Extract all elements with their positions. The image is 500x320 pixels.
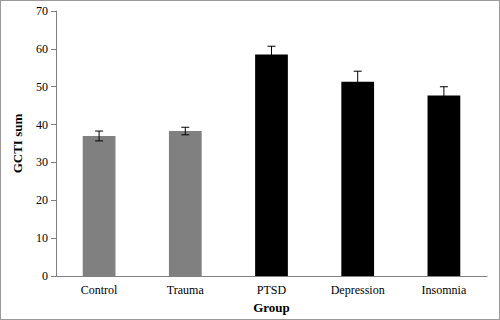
svg-text:Group: Group: [253, 300, 290, 315]
svg-text:GCTI sum: GCTI sum: [10, 114, 25, 174]
svg-text:40: 40: [36, 118, 48, 132]
svg-text:50: 50: [36, 80, 48, 94]
svg-text:Depression: Depression: [331, 283, 385, 297]
svg-text:30: 30: [36, 155, 48, 169]
svg-text:Control: Control: [81, 283, 118, 297]
svg-text:10: 10: [36, 231, 48, 245]
svg-text:70: 70: [36, 4, 48, 18]
svg-text:Trauma: Trauma: [167, 283, 205, 297]
svg-text:PTSD: PTSD: [257, 283, 287, 297]
svg-text:20: 20: [36, 193, 48, 207]
svg-text:60: 60: [36, 42, 48, 56]
svg-text:Insomnia: Insomnia: [422, 283, 467, 297]
svg-text:0: 0: [42, 269, 48, 283]
